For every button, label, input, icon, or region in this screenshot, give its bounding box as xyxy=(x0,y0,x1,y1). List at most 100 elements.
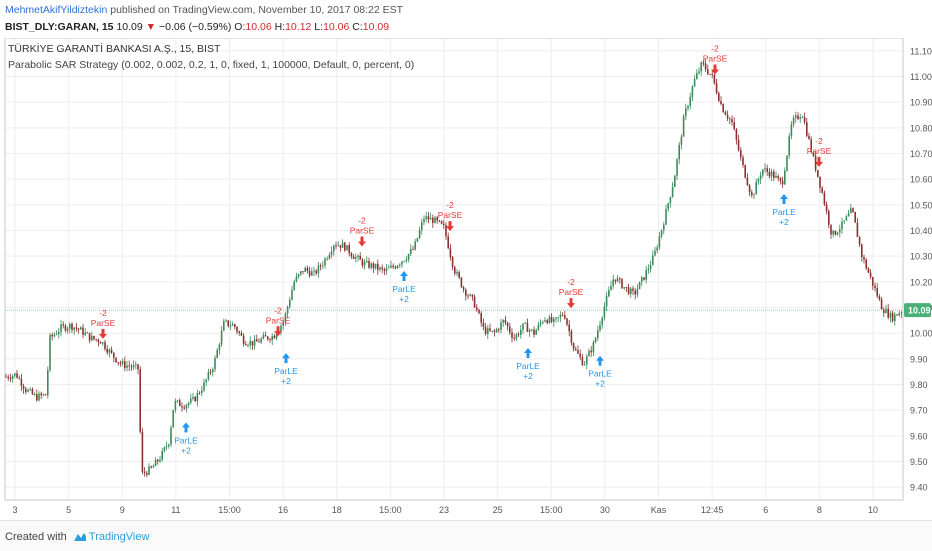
candle-body xyxy=(654,250,656,256)
candle-body xyxy=(883,309,885,313)
tradingview-brand[interactable]: TradingView xyxy=(88,531,150,544)
y-tick-label: 10.60 xyxy=(910,175,932,185)
candle-body xyxy=(359,255,361,260)
x-tick-label: 9 xyxy=(120,505,125,515)
candle-body xyxy=(214,357,216,370)
candle-body xyxy=(163,447,166,451)
candle-body xyxy=(27,389,29,392)
candle-body xyxy=(322,265,324,267)
candle-body xyxy=(245,344,247,346)
candle-body xyxy=(550,316,553,322)
candle-body xyxy=(427,216,430,220)
candle-body xyxy=(256,339,258,342)
high-label: H: xyxy=(274,21,286,33)
candle-body xyxy=(856,222,859,238)
candle-body xyxy=(187,402,190,405)
publish-line: MehmetAkifYildiztekin published on Tradi… xyxy=(5,4,403,16)
long-entry-qty: +2 xyxy=(281,376,291,386)
short-entry-qty: -2 xyxy=(567,277,575,287)
candle-body xyxy=(528,330,531,332)
time-axis[interactable]: 3 5 9 11 15:00 16 18 15:00 23 25 15:00 30 Kas 12:45 6 8… xyxy=(12,505,878,515)
candle-body xyxy=(766,168,768,172)
candle-body xyxy=(696,73,698,80)
price-axis[interactable]: 9.409.509.609.709.809.9010.0010.1010.201… xyxy=(904,46,932,493)
candle-body xyxy=(590,350,592,353)
candle-body xyxy=(621,279,623,289)
candle-body xyxy=(753,194,755,196)
candle-body xyxy=(152,465,155,468)
close-value: 10.09 xyxy=(362,21,390,33)
long-entry-qty: +2 xyxy=(399,294,409,304)
strategy-legend[interactable]: Parabolic SAR Strategy (0.002, 0.002, 0.… xyxy=(8,59,414,71)
open-label: O: xyxy=(234,21,246,33)
candle-body xyxy=(14,373,16,376)
candle-body xyxy=(350,253,353,257)
candle-body xyxy=(513,337,515,339)
candle-body xyxy=(370,263,372,268)
candle-body xyxy=(168,444,170,447)
x-tick-label: 8 xyxy=(817,505,822,515)
candle-body xyxy=(198,392,201,394)
candle-body xyxy=(148,466,150,475)
candle-body xyxy=(242,335,245,345)
candle-body xyxy=(685,108,687,117)
candle-body xyxy=(643,277,645,280)
candle-body xyxy=(836,232,839,235)
candle-body xyxy=(73,327,75,330)
candle-body xyxy=(564,315,566,319)
short-entry-arrow-icon xyxy=(711,64,719,75)
candle-body xyxy=(97,339,100,343)
candle-body xyxy=(9,378,12,380)
candle-body xyxy=(227,320,229,326)
candle-body xyxy=(16,373,18,378)
price-chart[interactable]: ParSE-2ParLE+2ParSE-2ParLE+2ParSE-2ParLE… xyxy=(0,38,932,520)
candle-body xyxy=(704,63,707,70)
candle-body xyxy=(11,375,14,379)
candle-body xyxy=(863,257,865,260)
candle-body xyxy=(894,314,896,322)
candle-body xyxy=(786,155,788,171)
author-link[interactable]: MehmetAkifYildiztekin xyxy=(5,4,108,16)
candle-body xyxy=(473,296,476,308)
candle-body xyxy=(223,320,225,331)
candle-body xyxy=(777,176,779,179)
short-entry-arrow-icon xyxy=(99,328,107,339)
candle-body xyxy=(795,115,797,118)
signals-layer: ParSE-2ParLE+2ParSE-2ParLE+2ParSE-2ParLE… xyxy=(91,44,832,456)
candle-body xyxy=(269,339,271,341)
candle-body xyxy=(896,314,898,316)
candle-body xyxy=(726,114,729,119)
short-entry-arrow-icon xyxy=(274,326,282,337)
candle-body xyxy=(665,208,667,225)
candle-body xyxy=(231,324,234,326)
candle-body xyxy=(135,364,137,366)
candle-body xyxy=(42,394,45,396)
candle-body xyxy=(808,135,810,140)
candle-body xyxy=(304,267,306,272)
candle-body xyxy=(139,369,141,432)
candle-body xyxy=(146,472,148,475)
x-tick-label: 10 xyxy=(868,505,878,515)
long-entry-arrow-icon xyxy=(780,194,788,204)
candle-body xyxy=(592,342,595,353)
candle-body xyxy=(509,326,511,333)
candle-body xyxy=(748,185,751,193)
candle-body xyxy=(775,176,777,178)
candle-body xyxy=(506,322,509,327)
candle-body xyxy=(220,330,223,345)
candle-body xyxy=(845,216,848,221)
candle-body xyxy=(663,224,665,230)
candle-body xyxy=(878,296,881,300)
candle-body xyxy=(740,150,742,158)
y-tick-label: 11.00 xyxy=(910,72,932,82)
candle-body xyxy=(814,155,817,171)
long-entry-qty: +2 xyxy=(779,217,789,227)
candle-body xyxy=(154,459,157,466)
y-tick-label: 9.70 xyxy=(910,406,928,416)
footer: Created with TradingView xyxy=(0,520,932,551)
candle-body xyxy=(544,320,546,322)
candle-body xyxy=(165,446,168,448)
symbol-legend: TÜRKİYE GARANTİ BANKASI A.Ş., 15, BIST xyxy=(8,42,221,55)
candle-body xyxy=(313,270,315,272)
candle-body xyxy=(416,238,419,242)
